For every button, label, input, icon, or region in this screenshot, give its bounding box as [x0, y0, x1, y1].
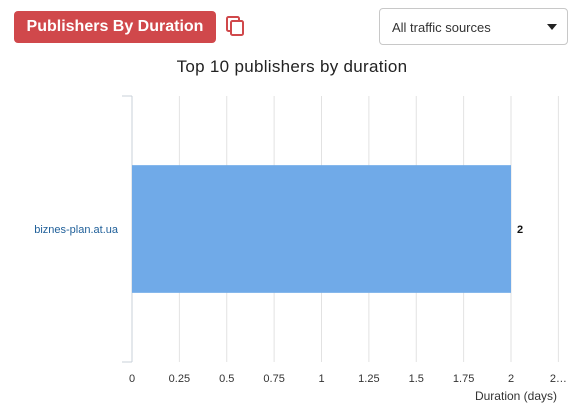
chart-title: Top 10 publishers by duration — [176, 57, 408, 76]
chevron-down-icon — [547, 24, 557, 30]
x-tick-label: 0 — [129, 373, 135, 385]
x-axis-title: Duration (days) — [475, 389, 557, 403]
x-tick-label: 0.25 — [169, 373, 190, 385]
bar-data-label: 2 — [517, 224, 523, 236]
traffic-source-select[interactable]: All traffic sources — [379, 8, 568, 45]
x-tick-label: 2… — [550, 373, 567, 385]
category-label[interactable]: biznes-plan.at.ua — [34, 224, 119, 236]
x-tick-label: 1.75 — [453, 373, 474, 385]
copy-icon[interactable] — [225, 15, 245, 37]
x-tick-label: 0.75 — [263, 373, 284, 385]
x-tick-label: 2 — [508, 373, 514, 385]
bar[interactable] — [132, 165, 511, 293]
x-tick-label: 1.5 — [409, 373, 424, 385]
x-tick-label: 1 — [318, 373, 324, 385]
publishers-by-duration-button[interactable]: Publishers By Duration — [14, 11, 216, 43]
x-tick-label: 0.5 — [219, 373, 234, 385]
x-tick-label: 1.25 — [358, 373, 379, 385]
traffic-source-selected-value: All traffic sources — [392, 20, 491, 35]
